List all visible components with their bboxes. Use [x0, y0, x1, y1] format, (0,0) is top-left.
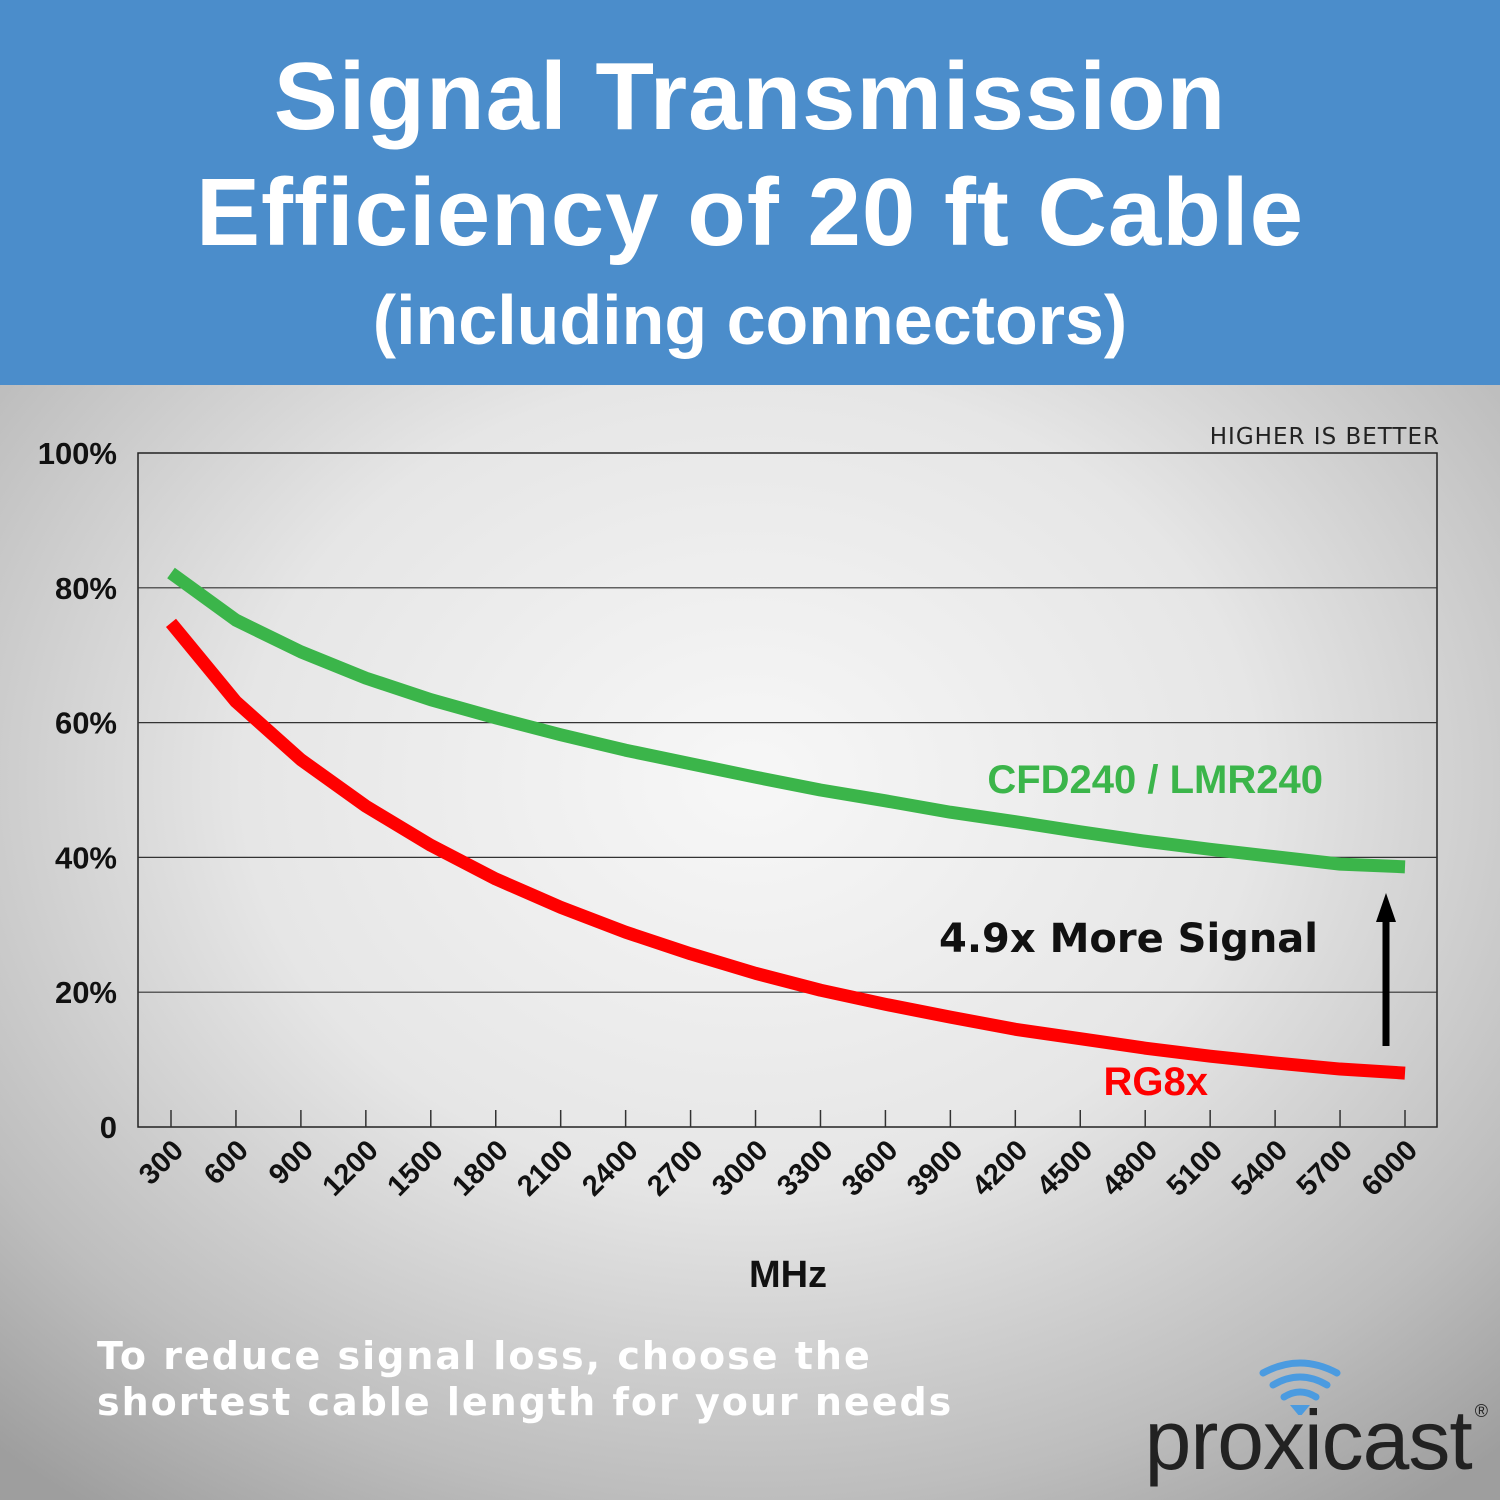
registered-mark: ®: [1474, 1401, 1488, 1421]
x-tick-label: 2400: [576, 1134, 644, 1202]
x-axis-label: MHz: [749, 1254, 827, 1296]
x-tick-label: 5100: [1161, 1134, 1229, 1202]
advice-line-1: To reduce signal loss, choose the: [97, 1334, 872, 1378]
y-tick-label: 40%: [55, 840, 117, 875]
up-arrow-head: [1376, 893, 1396, 922]
plot-frame: [137, 452, 1438, 1128]
y-tick-label: 20%: [55, 975, 117, 1010]
x-tick-label: 3300: [771, 1134, 839, 1202]
y-tick-label: 60%: [55, 706, 117, 741]
x-tick-label: 1800: [446, 1134, 514, 1202]
y-tick-label: 0: [100, 1110, 117, 1145]
x-tick-label: 3000: [706, 1134, 774, 1202]
x-tick-label: 300: [133, 1134, 190, 1191]
legend-label-rg8x: RG8x: [1104, 1060, 1209, 1104]
legend-label-cfd240: CFD240 / LMR240: [987, 758, 1323, 802]
arrow-annotation: 4.9x More Signal: [939, 916, 1318, 962]
x-tick-label: 1200: [317, 1134, 385, 1202]
x-tick-label: 4500: [1031, 1134, 1099, 1202]
x-tick-label: 5400: [1226, 1134, 1294, 1202]
title-line-2: Efficiency of 20 ft Cable: [196, 159, 1304, 266]
x-tick-label: 5700: [1291, 1134, 1359, 1202]
x-tick-label: 900: [263, 1134, 320, 1191]
series-line-cfd240: [167, 567, 1406, 874]
title-subtitle: (including connectors): [372, 281, 1128, 359]
x-tick-label: 1500: [381, 1134, 449, 1202]
title-line-1: Signal Transmission: [273, 43, 1227, 150]
title-banner: Signal Transmission Efficiency of 20 ft …: [0, 0, 1500, 385]
x-tick-label: 2700: [641, 1134, 709, 1202]
y-tick-label: 100%: [38, 436, 117, 471]
series-line-rg8x: [165, 618, 1406, 1080]
x-tick-label: 2100: [511, 1134, 579, 1202]
x-tick-label: 6000: [1356, 1134, 1424, 1202]
y-tick-label: 80%: [55, 571, 117, 606]
x-tick-label: 3900: [901, 1134, 969, 1202]
proxicast-logo: proxicast ®: [1128, 1355, 1488, 1495]
x-tick-label: 600: [198, 1134, 255, 1191]
logo-text-row: proxicast ®: [1145, 1395, 1488, 1485]
higher-is-better-note: HIGHER IS BETTER: [1210, 424, 1440, 450]
advice-note: To reduce signal loss, choose the shorte…: [97, 1333, 953, 1425]
x-tick-label: 4800: [1096, 1134, 1164, 1202]
wifi-icon: [1259, 1359, 1341, 1415]
logo-wordmark: proxicast: [1144, 1393, 1473, 1487]
advice-line-2: shortest cable length for your needs: [97, 1380, 954, 1424]
x-tick-label: 4200: [966, 1134, 1034, 1202]
x-tick-label: 3600: [836, 1134, 904, 1202]
